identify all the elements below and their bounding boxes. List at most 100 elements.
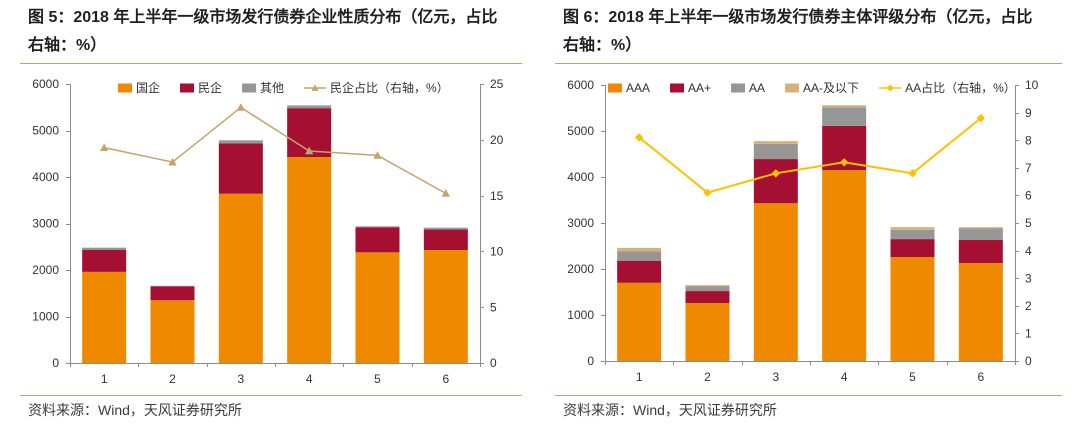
stacked-bar-chart-rating: 0 1000 2000 3000 4000 5000 6000 0 1 2 3 4 5 6 7 8 9 10 1 2 3… — [567, 78, 1039, 384]
figure-title-line-1: 图 6：2018 年上半年一级市场发行债券主体评级分布（亿元，占比 — [563, 9, 1033, 26]
line-point-cat5 — [908, 169, 917, 178]
left-y-tick-label: 1000 — [32, 310, 59, 324]
legend-item-3: 其他 — [242, 81, 284, 95]
left-y-tick-label: 4000 — [567, 170, 594, 184]
bar-segment-series3-cat2 — [685, 286, 730, 292]
legend-item-2: AA+ — [670, 81, 711, 95]
legend-label: AA+ — [688, 81, 711, 95]
left-y-tick-label: 0 — [52, 356, 59, 370]
x-tick-label: 2 — [169, 372, 176, 386]
left-y-tick-label: 3000 — [567, 216, 594, 230]
bar-segment-series2-cat6 — [958, 240, 1003, 264]
bar-segment-series1-cat2 — [685, 303, 730, 361]
bar-segment-series1-cat1 — [82, 271, 127, 363]
right-y-tick-label: 10 — [1025, 78, 1039, 92]
x-tick-label: 4 — [306, 372, 313, 386]
right-y-tick-label: 4 — [1025, 244, 1032, 258]
figure-title: 图 6：2018 年上半年一级市场发行债券主体评级分布（亿元，占比 右轴：%） — [563, 4, 1032, 60]
bar-segment-series3-cat6 — [958, 228, 1003, 241]
line-point-cat1 — [99, 143, 109, 151]
legend-label: AAA — [626, 81, 650, 95]
bar-segment-series1-cat5 — [355, 252, 400, 363]
x-tick-label: 1 — [636, 370, 643, 384]
legend-swatch — [731, 83, 746, 93]
left-y-tick-label: 3000 — [32, 217, 59, 231]
legend-swatch — [180, 83, 195, 93]
x-tick-label: 4 — [841, 370, 848, 384]
left-y-tick-label: 2000 — [567, 262, 594, 276]
legend-swatch — [242, 83, 257, 93]
stacked-bar-chart-ownership: 0 1000 2000 3000 4000 5000 6000 0 5 10 15 20 25 1 2 3 4 5… — [32, 77, 504, 386]
left-y-tick-label: 4000 — [32, 170, 59, 184]
bar-segment-series2-cat6 — [423, 229, 468, 251]
legend-marker — [886, 84, 894, 92]
bar-segment-series1-cat5 — [890, 257, 935, 361]
right-y-tick-label: 5 — [490, 300, 497, 314]
left-y-tick-label: 6000 — [567, 78, 594, 92]
bar-segment-series4-cat6 — [958, 227, 1003, 229]
figure-panel-right: 图 6：2018 年上半年一级市场发行债券主体评级分布（亿元，占比 右轴：%） … — [540, 0, 1080, 430]
legend-item-3: AA — [731, 81, 765, 95]
bar-segment-series2-cat3 — [218, 143, 263, 194]
bar-segment-series1-cat2 — [150, 300, 195, 363]
bar-segment-series3-cat4 — [822, 107, 867, 126]
x-tick-label: 6 — [442, 372, 449, 386]
x-tick-label: 6 — [977, 370, 984, 384]
bar-segment-series1-cat3 — [218, 193, 263, 363]
bar-segment-series3-cat5 — [355, 226, 400, 228]
left-y-tick-label: 5000 — [32, 124, 59, 138]
legend-item-2: 民企 — [180, 80, 222, 95]
legend-item-4: 民企占比（右轴，%） — [304, 80, 449, 95]
right-y-tick-label: 5 — [1025, 216, 1032, 230]
legend-label: 其他 — [260, 81, 284, 95]
right-y-tick-label: 7 — [1025, 161, 1032, 175]
line-point-cat3 — [236, 103, 246, 111]
legend-swatch — [670, 83, 685, 93]
left-y-tick-label: 5000 — [567, 124, 594, 138]
legend-label: AA-及以下 — [803, 81, 859, 95]
bar-segment-series2-cat2 — [150, 286, 195, 301]
title-divider — [20, 63, 522, 64]
right-y-tick-label: 15 — [490, 189, 504, 203]
figure-title-line-2: 右轴：%） — [28, 37, 107, 54]
right-y-tick-label: 6 — [1025, 189, 1032, 203]
right-y-tick-label: 20 — [490, 133, 504, 147]
legend-label: 国企 — [136, 80, 160, 95]
x-tick-label: 2 — [704, 370, 711, 384]
source-divider — [555, 395, 1062, 396]
legend-label: AA占比（右轴，%） — [905, 80, 1016, 95]
legend-label: 民企 — [198, 80, 222, 95]
series-line-5 — [638, 117, 982, 194]
figure-title-line-2: 右轴：%） — [563, 37, 642, 54]
left-y-tick-label: 0 — [587, 354, 594, 368]
bar-segment-series3-cat5 — [890, 229, 935, 240]
source-note: 资料来源：Wind，天风证券研究所 — [28, 402, 242, 418]
bar-segment-series2-cat1 — [82, 250, 127, 272]
legend-item-4: AA-及以下 — [785, 81, 859, 95]
bar-segment-series4-cat4 — [822, 105, 867, 108]
bar-segment-series3-cat4 — [287, 105, 332, 109]
figure-title: 图 5：2018 年上半年一级市场发行债券企业性质分布（亿元，占比 右轴：%） — [28, 4, 497, 60]
right-y-tick-label: 1 — [1025, 327, 1032, 341]
series-line-4 — [104, 106, 447, 195]
bar-segment-series3-cat6 — [423, 227, 468, 230]
bar-segment-series1-cat4 — [287, 157, 332, 363]
legend-item-1: 国企 — [118, 80, 160, 95]
x-tick-label: 5 — [909, 370, 916, 384]
bar-segment-series2-cat2 — [685, 291, 730, 304]
bar-segment-series1-cat1 — [617, 282, 662, 361]
right-y-tick-label: 0 — [1025, 354, 1032, 368]
x-tick-label: 3 — [772, 370, 779, 384]
line-point-cat5 — [373, 151, 382, 159]
source-note: 资料来源：Wind，天风证券研究所 — [563, 402, 777, 418]
x-tick-label: 3 — [237, 372, 244, 386]
legend-swatch — [608, 83, 622, 93]
line-point-cat2 — [168, 157, 177, 166]
legend-label: AA — [749, 81, 765, 95]
legend-swatch — [785, 83, 800, 93]
figure-panel-left: 图 5：2018 年上半年一级市场发行债券企业性质分布（亿元，占比 右轴：%） … — [20, 4, 522, 418]
bar-segment-series1-cat6 — [423, 250, 468, 363]
bar-segment-series1-cat4 — [822, 170, 867, 361]
bar-segment-series4-cat5 — [890, 227, 935, 230]
left-y-tick-label: 6000 — [32, 77, 59, 91]
